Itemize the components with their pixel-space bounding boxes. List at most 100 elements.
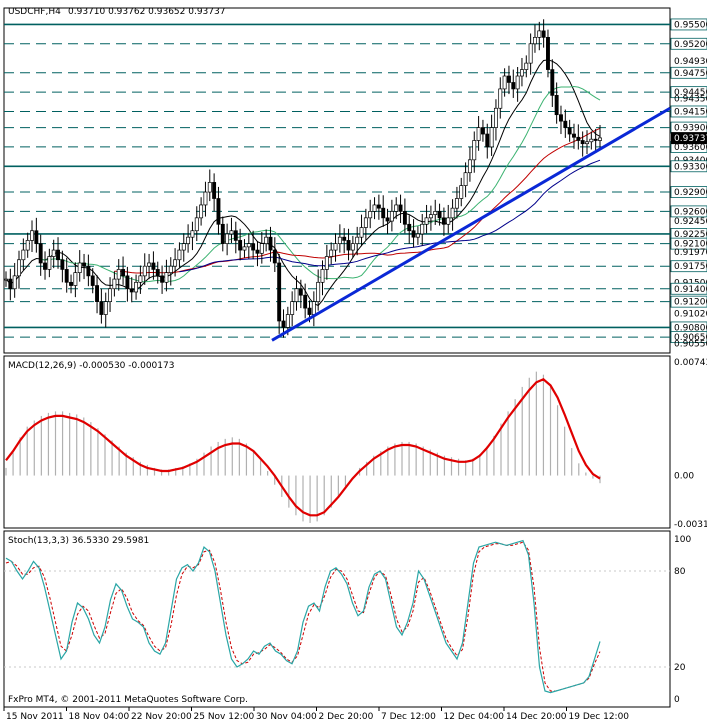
bull-candle — [25, 240, 30, 251]
bull-candle — [138, 275, 143, 283]
time-tick-label: 30 Nov 04:00 — [256, 712, 317, 722]
bull-candle — [246, 243, 251, 248]
bear-candle — [69, 281, 73, 286]
stochastic-lines — [5, 539, 601, 694]
bull-candle — [528, 43, 533, 64]
bear-candle — [398, 204, 403, 212]
bull-candle — [108, 288, 113, 303]
bull-candle — [194, 217, 199, 232]
bull-candle — [324, 256, 329, 270]
stoch-tick-label: 20 — [674, 663, 686, 673]
bull-candle — [467, 159, 472, 174]
macd-histogram — [5, 371, 601, 523]
trendlines[interactable] — [271, 106, 671, 342]
bull-candle — [103, 301, 108, 315]
bear-candle — [511, 82, 516, 90]
bull-candle — [259, 243, 264, 254]
price-label-box — [670, 295, 707, 308]
bull-candle — [333, 243, 338, 251]
macd-panel-frame — [3, 355, 671, 529]
bull-candle — [17, 259, 21, 277]
bear-candle — [593, 138, 598, 141]
bear-candle — [251, 243, 256, 251]
bear-candle — [303, 294, 308, 309]
bear-candle — [238, 240, 243, 251]
bull-candle — [476, 127, 481, 141]
chart-ohlc: 0.93710 0.93762 0.93652 0.93737 — [68, 7, 225, 17]
macd-tick-label: 0.00743 — [674, 358, 707, 368]
bear-candle — [376, 204, 381, 209]
bull-candle — [537, 30, 542, 38]
bull-candle — [589, 138, 594, 143]
stochastic-panel[interactable]: 100 80 20 0 Stoch(13,3,3) 36.5330 29.5981 F… — [3, 530, 691, 708]
bull-candle — [424, 217, 429, 225]
bear-candle — [125, 275, 130, 290]
time-tick-label: 22 Nov 20:00 — [131, 712, 192, 722]
bear-candle — [34, 230, 39, 244]
bull-candle — [463, 172, 468, 186]
macd-signal-line — [5, 378, 601, 517]
bear-candle — [298, 288, 303, 296]
bull-candle — [320, 269, 325, 283]
bull-candle — [116, 269, 121, 280]
price-label-box — [670, 260, 707, 273]
chart-symbol: USDCHF,H4 — [8, 7, 61, 17]
bull-candle — [242, 246, 247, 251]
bull-candle — [329, 249, 334, 257]
bear-candle — [281, 320, 286, 328]
time-tick-label: 14 Dec 20:00 — [506, 712, 567, 722]
bear-candle — [277, 262, 282, 322]
time-tick-label: 18 Nov 04:00 — [69, 712, 130, 722]
bear-candle — [255, 249, 260, 254]
stochastic-axis-labels: 100 80 20 0 — [674, 535, 691, 705]
bull-candle — [181, 243, 186, 251]
bull-candle — [585, 141, 589, 145]
bull-candle — [450, 207, 455, 219]
bull-candle — [190, 230, 195, 238]
bear-candle — [342, 236, 347, 241]
stoch-tick-label: 100 — [674, 535, 691, 545]
stoch-tick-label: 80 — [674, 567, 686, 577]
bear-candle — [546, 36, 550, 70]
macd-panel[interactable]: 0.00743 0.00 -0.00317 MACD(12,26,9) -0.000… — [3, 355, 707, 530]
bear-candle — [381, 207, 386, 219]
bull-candle — [207, 182, 212, 193]
bull-candle — [168, 265, 173, 273]
macd-tick-label: 0.00 — [674, 472, 694, 482]
price-label-box — [670, 237, 707, 250]
bull-candle — [520, 69, 524, 77]
bear-candle — [385, 217, 390, 222]
bull-candle — [337, 236, 342, 244]
bear-candle — [580, 140, 585, 145]
uptrend-line — [271, 106, 671, 342]
price-label-box — [670, 66, 707, 79]
price-label-box — [670, 205, 707, 218]
bear-candle — [407, 223, 412, 232]
bull-candle — [164, 272, 169, 283]
macd-signal-line — [5, 378, 601, 517]
bull-candle — [372, 204, 377, 212]
bear-candle — [129, 288, 134, 293]
bull-candle — [368, 211, 373, 219]
bull-candle — [446, 217, 451, 225]
bull-candle — [294, 288, 299, 303]
bear-candle — [485, 133, 490, 148]
bear-candle — [441, 217, 446, 225]
bull-candle — [47, 256, 52, 270]
bull-candle — [290, 301, 295, 315]
bear-candle — [268, 236, 273, 251]
